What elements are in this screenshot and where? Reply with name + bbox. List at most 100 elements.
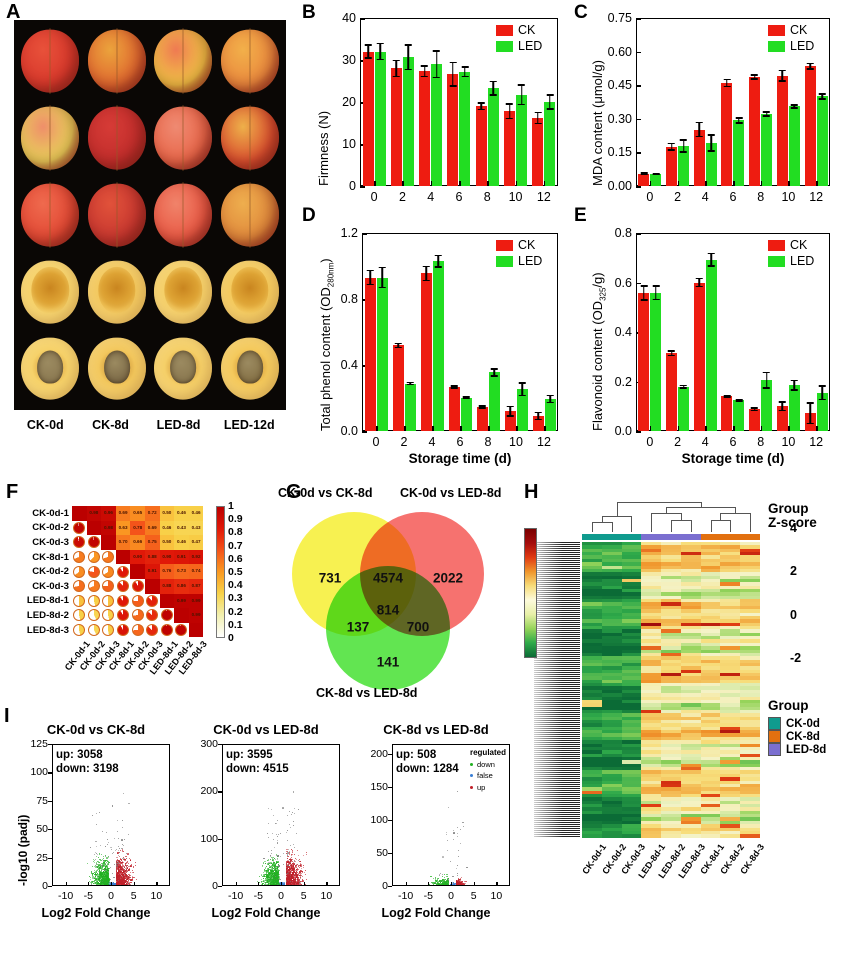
heatmap-cell [661, 558, 681, 563]
heatmap-cell [661, 622, 681, 626]
heatmap-cell [661, 750, 681, 754]
correlation-matrix-wrap: CK-0d-1 CK-0d-2 CK-0d-3 CK-8d-1 CK-0d-2 CK-0d… [27, 506, 209, 677]
volcano-point-up [287, 884, 289, 885]
error-bar [409, 381, 411, 386]
volcano-point-up [293, 885, 294, 886]
volcano-point-up [134, 862, 136, 864]
volcano-point-outlier [95, 851, 97, 853]
volcano-down-count: down: 3198 [56, 763, 119, 776]
volcano-point-up [119, 885, 120, 886]
heatmap-cell [661, 602, 681, 606]
heatmap-cell [740, 625, 761, 630]
heatmap-cell [641, 599, 662, 603]
correlation-value: 0.99 [176, 597, 186, 603]
correlation-row-labels: CK-0d-1 CK-0d-2 CK-0d-3 CK-8d-1 CK-0d-2 CK-0d… [27, 506, 72, 637]
heatmap-cell [582, 542, 602, 546]
heatmap-cell [661, 568, 681, 573]
heatmap-cell [601, 783, 622, 788]
heatmap-cell [720, 804, 741, 808]
heatmap-cell [661, 763, 681, 768]
volcano-point-outlier [115, 848, 117, 850]
volcano-point-false [283, 885, 284, 886]
heatmap-cell [700, 723, 721, 727]
correlation-cell-pie [72, 579, 87, 594]
correlation-value: 0.98 [104, 524, 113, 530]
bar-led [788, 104, 800, 186]
volcano-point-up [122, 885, 123, 886]
heatmap-cell [641, 548, 662, 553]
volcano-point-down [102, 865, 105, 868]
heatmap-cell [740, 773, 761, 778]
bar-led [650, 173, 662, 186]
legend-swatch-led [768, 255, 785, 267]
volcano-counts: up: 3058 down: 3198 [56, 748, 119, 777]
heatmap-cell [582, 568, 602, 573]
heatmap-cell [582, 599, 602, 603]
heatmap-cell [641, 669, 662, 674]
volcano-point-up [123, 885, 124, 886]
volcano-point-outlier [282, 853, 284, 855]
fruit-pit [103, 350, 130, 384]
y-axis-tick-label: 0.8 [614, 226, 632, 240]
heatmap-cell [601, 820, 622, 825]
volcano-point-false [114, 885, 115, 886]
y-axis-tick-label: 30 [342, 53, 356, 67]
heatmap-cell [740, 763, 761, 768]
heatmap-cell [740, 753, 761, 757]
volcano-point-down [270, 885, 271, 886]
heatmap-cell [720, 757, 741, 761]
volcano-point-down [103, 886, 104, 887]
volcano-y-tick: 100 [30, 766, 48, 779]
volcano-point-up [122, 879, 124, 882]
volcano-point-up [124, 883, 126, 885]
volcano-point-outlier [106, 884, 108, 885]
heatmap-cell [700, 790, 721, 794]
heatmap-cell [641, 720, 662, 724]
heatmap-cell [680, 773, 701, 778]
heatmap-cell [621, 572, 642, 576]
heatmap-cell [641, 575, 662, 579]
correlation-value: 0.78 [133, 524, 143, 530]
heatmap-cell [700, 770, 721, 774]
x-axis-tick-mark [460, 426, 462, 431]
heatmap-cell [700, 558, 721, 563]
volcano-x-tick-mark [156, 882, 158, 886]
heatmap-cell [621, 568, 642, 573]
volcano-point-false [112, 885, 113, 886]
error-bar [423, 65, 426, 78]
heatmap-cell [680, 780, 701, 784]
heatmap-cell [700, 743, 721, 747]
heatmap-cell [641, 683, 662, 687]
legend-label-ck: CK [790, 238, 808, 252]
group-legend-label: CK-8d [786, 730, 820, 743]
heatmap-cell [740, 827, 761, 831]
heatmap-cell [582, 723, 602, 727]
heatmap-cell [680, 673, 701, 677]
y-axis-tick-label: 1.2 [340, 226, 358, 240]
bar-group [475, 18, 499, 186]
bar-led [488, 368, 500, 431]
volcano-point-false [284, 885, 286, 886]
volcano-point-outlier [116, 861, 118, 863]
heatmap-cell [582, 589, 602, 593]
x-axis-tick-label: 4 [701, 435, 709, 449]
heatmap-cell [720, 683, 741, 687]
error-bar [435, 50, 438, 79]
bar-ck [364, 269, 376, 431]
volcano-point-outlier [95, 813, 97, 815]
heatmap-cell [720, 636, 741, 640]
heatmap-cell [661, 609, 681, 613]
volcano-point-down [100, 869, 102, 871]
heatmap-cell [601, 602, 622, 606]
volcano-point-down [107, 885, 109, 886]
heatmap-cell [700, 827, 721, 831]
volcano-point-up [119, 886, 120, 887]
volcano-point-false [113, 886, 115, 887]
bar-led [788, 379, 800, 431]
volcano-point-false [114, 885, 115, 886]
volcano-point-down [103, 886, 104, 887]
volcano-point-up [301, 884, 303, 885]
x-axis-tick-mark [488, 426, 490, 431]
correlation-pie-icon [73, 565, 86, 578]
error-bar [521, 382, 523, 397]
